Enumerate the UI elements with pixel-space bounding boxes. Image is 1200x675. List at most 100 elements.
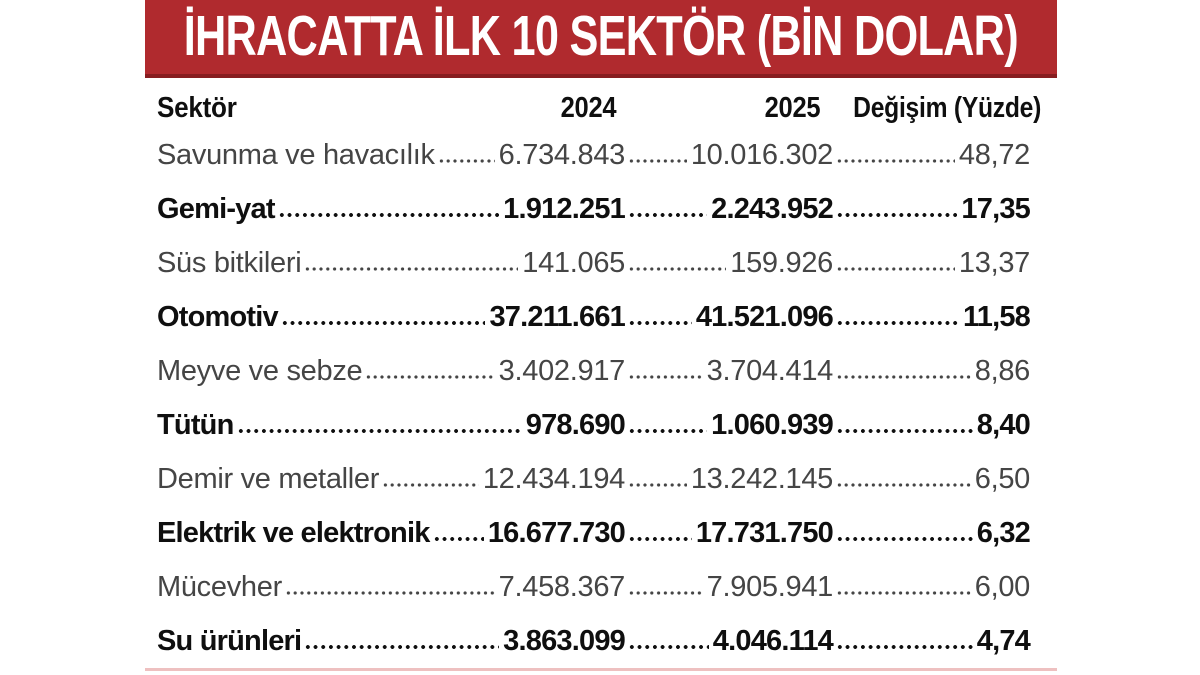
table-row: Su ürünleri 3.863.099 4.046.114 4,74: [145, 614, 1057, 668]
dot-leader: [628, 589, 703, 596]
header-cell-change: Değişim (Yüzde): [820, 92, 1041, 125]
dot-leader: [304, 643, 500, 650]
row-cell-change: 4,74: [833, 624, 1031, 658]
dot-leader: [836, 319, 960, 326]
sector-name: Elektrik ve elektronik: [157, 516, 430, 549]
row-cell-2025: 2.243.952: [625, 192, 834, 226]
dot-leader: [836, 157, 955, 164]
dot-leader: [836, 427, 973, 434]
dot-leader: [628, 643, 709, 650]
row-cell-change: 8,86: [833, 355, 1030, 388]
row-cell-sector-2024: Tütün 978.690: [157, 408, 626, 442]
value-2024: 978.690: [525, 408, 626, 441]
row-cell-2025: 3.704.414: [625, 355, 833, 388]
value-2025: 3.704.414: [706, 354, 834, 387]
column-header-sector: Sektör: [157, 91, 237, 124]
dot-leader: [836, 589, 971, 596]
dot-leader: [236, 427, 522, 434]
row-cell-2025: 13.242.145: [625, 463, 833, 496]
row-cell-sector-2024: Mücevher 7.458.367: [157, 571, 625, 604]
value-2024: 37.211.661: [489, 300, 625, 333]
row-cell-sector-2024: Meyve ve sebze 3.402.917: [157, 355, 625, 388]
value-2025: 4.046.114: [712, 624, 834, 657]
value-2024: 1.912.251: [503, 192, 626, 225]
sector-name: Süs bitkileri: [157, 246, 302, 279]
dot-leader: [304, 265, 519, 272]
row-cell-change: 48,72: [833, 139, 1030, 172]
row-cell-2025: 17.731.750: [625, 516, 834, 550]
value-2025: 17.731.750: [695, 516, 834, 549]
sector-name: Su ürünleri: [157, 624, 302, 657]
table-row: Demir ve metaller 12.434.194 13.242.145 …: [145, 452, 1057, 506]
sector-name: Otomotiv: [157, 300, 279, 333]
dot-leader: [836, 481, 971, 488]
value-2025: 2.243.952: [711, 192, 834, 225]
value-2025: 159.926: [730, 246, 833, 279]
table-row: Mücevher 7.458.367 7.905.941 6,00: [145, 560, 1057, 614]
value-2024: 7.458.367: [498, 570, 626, 603]
dot-leader: [836, 643, 973, 650]
value-change: 4,74: [976, 624, 1031, 657]
title-banner: İHRACATTA İLK 10 SEKTÖR (BİN DOLAR): [145, 0, 1057, 78]
table-row: Otomotiv 37.211.661 41.521.096 11,58: [145, 290, 1057, 344]
table-panel: İHRACATTA İLK 10 SEKTÖR (BİN DOLAR) Sekt…: [145, 0, 1057, 668]
dot-leader: [628, 265, 727, 272]
value-2024: 3.402.917: [498, 354, 626, 387]
value-change: 48,72: [958, 138, 1030, 171]
row-cell-sector-2024: Su ürünleri 3.863.099: [157, 624, 626, 658]
value-2025: 7.905.941: [706, 570, 834, 603]
table-body: Savunma ve havacılık 6.734.843 10.016.30…: [145, 128, 1057, 668]
header-cell-2025: 2025: [616, 92, 820, 125]
dot-leader: [432, 535, 484, 542]
column-header-change: Değişim (Yüzde): [853, 91, 1042, 124]
sector-name: Demir ve metaller: [157, 462, 380, 495]
row-cell-2025: 4.046.114: [625, 624, 834, 658]
value-change: 6,00: [974, 570, 1031, 603]
value-2025: 13.242.145: [690, 462, 833, 495]
row-cell-sector-2024: Elektrik ve elektronik 16.677.730: [157, 516, 626, 550]
row-cell-change: 6,32: [833, 516, 1031, 550]
row-cell-change: 8,40: [833, 409, 1031, 442]
table-row: Meyve ve sebze 3.402.917 3.704.414 8,86: [145, 344, 1057, 398]
row-cell-2025: 41.521.096: [625, 300, 834, 334]
bottom-rule: [145, 668, 1057, 671]
row-cell-change: 11,58: [833, 301, 1031, 334]
row-cell-sector-2024: Gemi-yat 1.912.251: [157, 192, 626, 226]
sector-name: Savunma ve havacılık: [157, 138, 435, 171]
value-2024: 6.734.843: [498, 138, 626, 171]
dot-leader: [437, 157, 495, 164]
table-header-row: Sektör 2024 2025 Değişim (Yüzde): [145, 88, 1057, 128]
row-cell-sector-2024: Otomotiv 37.211.661: [157, 300, 626, 334]
row-cell-2025: 7.905.941: [625, 571, 833, 604]
dot-leader: [628, 211, 708, 218]
sector-name: Gemi-yat: [157, 192, 276, 225]
row-cell-2025: 159.926: [625, 247, 833, 280]
value-change: 17,35: [961, 192, 1030, 225]
column-header-2024: 2024: [560, 91, 617, 124]
row-cell-sector-2024: Demir ve metaller 12.434.194: [157, 463, 625, 496]
value-change: 6,32: [976, 516, 1031, 549]
dot-leader: [628, 481, 687, 488]
row-cell-change: 6,50: [833, 463, 1030, 496]
sector-name: Tütün: [157, 408, 234, 441]
dot-leader: [836, 211, 958, 218]
table-row: Gemi-yat 1.912.251 2.243.952 17,35: [145, 182, 1057, 236]
dot-leader: [277, 211, 500, 218]
table-row: Süs bitkileri 141.065 159.926 13,37: [145, 236, 1057, 290]
value-change: 13,37: [958, 246, 1030, 279]
table-row: Savunma ve havacılık 6.734.843 10.016.30…: [145, 128, 1057, 182]
dot-leader: [280, 319, 486, 326]
dot-leader: [284, 589, 495, 596]
table-row: Tütün 978.690 1.060.939 8,40: [145, 398, 1057, 452]
row-cell-sector-2024: Süs bitkileri 141.065: [157, 247, 625, 280]
sector-name: Meyve ve sebze: [157, 354, 363, 387]
value-2024: 3.863.099: [503, 624, 626, 657]
value-2025: 41.521.096: [695, 300, 834, 333]
dot-leader: [628, 157, 687, 164]
dot-leader: [836, 265, 955, 272]
row-cell-sector-2024: Savunma ve havacılık 6.734.843: [157, 139, 625, 172]
dot-leader: [628, 427, 708, 434]
row-cell-change: 13,37: [833, 247, 1030, 280]
dot-leader: [836, 535, 973, 542]
dot-leader: [628, 319, 692, 326]
